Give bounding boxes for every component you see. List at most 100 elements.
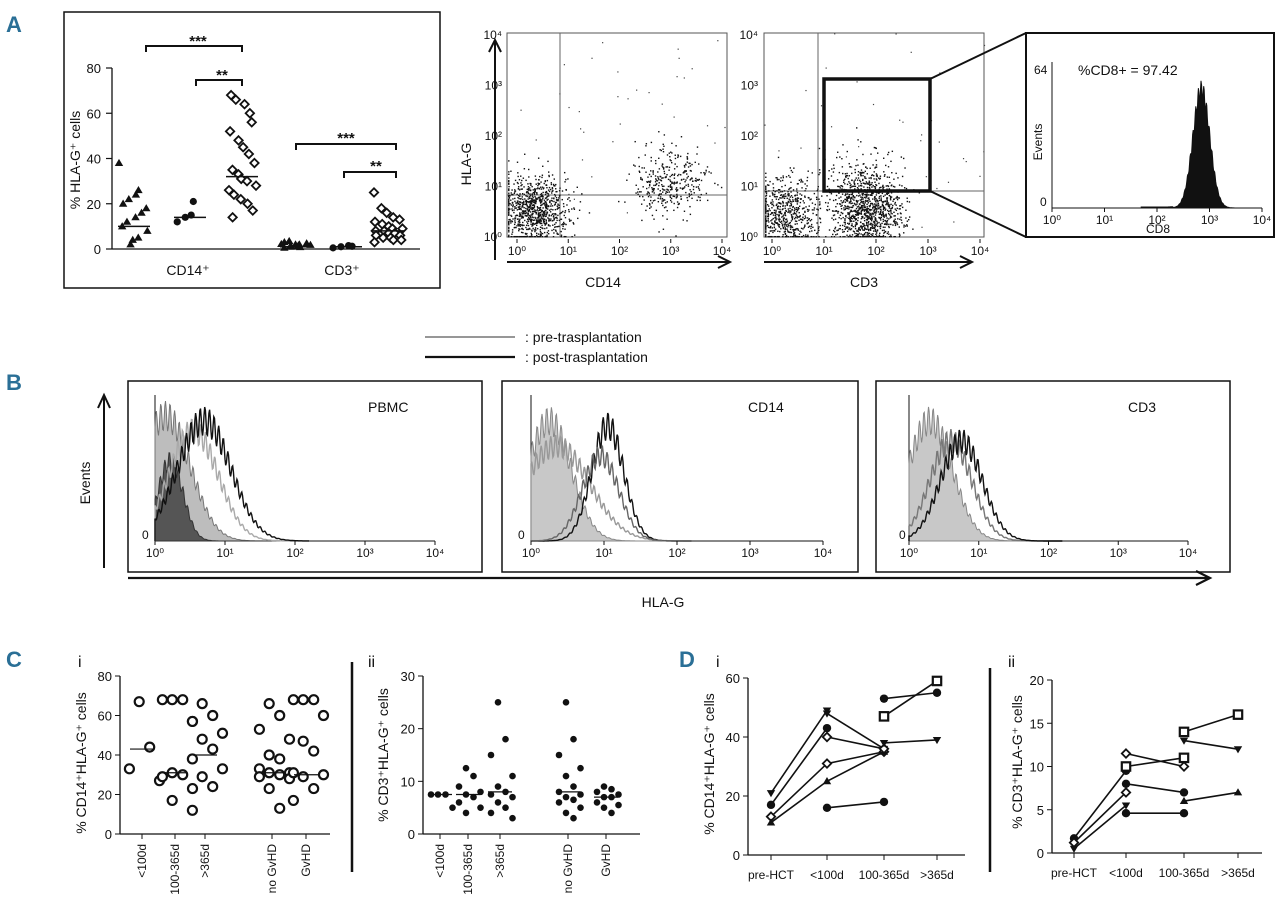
event-dot <box>887 153 889 156</box>
event-dot <box>871 224 873 227</box>
event-dot <box>910 51 912 53</box>
marker-shape <box>235 193 247 205</box>
event-dot <box>776 203 778 205</box>
event-dot <box>529 195 531 198</box>
event-dot <box>852 214 854 216</box>
event-dot <box>829 198 831 201</box>
x-tick-label: 10² <box>867 244 884 258</box>
series-2 <box>223 89 262 223</box>
event-dot <box>795 208 798 211</box>
event-dot <box>805 234 807 236</box>
event-dot <box>539 186 542 188</box>
event-dot <box>810 198 812 200</box>
event-dot <box>883 171 885 173</box>
event-dot <box>865 216 867 218</box>
event-dot <box>661 185 664 188</box>
event-dot <box>849 187 852 189</box>
event-dot <box>784 235 787 238</box>
event-dot <box>690 190 692 193</box>
event-dot <box>855 218 858 220</box>
event-dot <box>569 200 571 202</box>
event-dot <box>508 207 510 210</box>
event-dot <box>531 198 533 200</box>
event-dot <box>563 223 566 225</box>
event-dot <box>884 194 886 196</box>
event-dot <box>871 174 874 176</box>
event-dot <box>780 212 783 215</box>
event-dot <box>865 208 868 210</box>
event-dot <box>884 208 887 210</box>
event-dot <box>544 212 546 214</box>
event-dot <box>874 235 877 238</box>
event-dot <box>538 209 541 211</box>
event-dot <box>853 183 856 186</box>
event-dot <box>529 203 531 206</box>
group-3 <box>253 698 296 814</box>
x-tick-label: 10³ <box>1110 546 1127 560</box>
event-dot <box>786 197 788 199</box>
event-dot <box>519 212 521 214</box>
event-dot <box>901 185 903 187</box>
event-dot <box>684 171 686 173</box>
data-point <box>173 218 181 226</box>
data-point <box>821 731 833 743</box>
event-dot <box>773 223 776 226</box>
title: PBMC <box>368 399 408 415</box>
event-dot <box>853 182 855 184</box>
event-dot <box>641 179 644 181</box>
event-dot <box>881 192 884 195</box>
event-dot <box>658 194 660 197</box>
event-dot <box>874 206 876 208</box>
event-dot <box>886 198 888 200</box>
event-dot <box>879 175 882 177</box>
series-5 <box>821 731 890 755</box>
event-dot <box>921 226 923 228</box>
data-point <box>494 699 502 706</box>
event-dot <box>514 207 516 209</box>
series-8 <box>1178 709 1244 738</box>
event-dot <box>872 213 874 216</box>
event-dot <box>547 193 550 195</box>
event-dot <box>508 196 510 198</box>
event-dot <box>781 225 784 227</box>
event-dot <box>554 226 556 228</box>
event-dot <box>642 186 644 188</box>
event-dot <box>874 207 877 209</box>
event-dot <box>864 202 866 204</box>
event-dot <box>773 230 776 232</box>
event-dot <box>867 183 869 185</box>
event-dot <box>867 202 870 204</box>
event-dot <box>895 209 898 212</box>
event-dot <box>939 72 941 74</box>
event-dot <box>878 221 880 224</box>
event-dot <box>812 212 814 215</box>
event-dot <box>540 232 542 234</box>
event-dot <box>657 177 660 180</box>
x-tick-label: 10⁰ <box>146 546 164 560</box>
event-dot <box>531 203 533 205</box>
event-dot <box>512 204 514 206</box>
event-dot <box>547 160 549 163</box>
event-dot <box>819 218 822 220</box>
event-dot <box>538 219 540 221</box>
event-dot <box>526 195 528 198</box>
event-dot <box>850 210 853 213</box>
marker-shape <box>126 240 135 248</box>
event-dot <box>878 234 881 236</box>
event-dot <box>790 213 793 216</box>
event-dot <box>553 197 555 199</box>
event-dot <box>865 235 867 238</box>
x-tick-label: no GvHD <box>265 844 279 894</box>
event-dot <box>773 235 775 238</box>
event-dot <box>860 233 862 235</box>
event-dot <box>872 175 875 177</box>
event-dot <box>535 210 537 212</box>
event-dot <box>875 233 877 236</box>
event-dot <box>772 201 774 203</box>
event-dot <box>675 145 677 147</box>
event-dot <box>890 160 892 163</box>
event-dot <box>775 219 777 221</box>
event-dot <box>545 220 547 222</box>
event-dot <box>667 189 670 191</box>
